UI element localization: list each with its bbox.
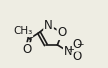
Text: O: O (72, 50, 82, 63)
Text: −: − (76, 40, 84, 49)
Text: O: O (72, 38, 82, 51)
Text: N: N (44, 19, 53, 32)
Text: O: O (22, 43, 31, 56)
Text: N: N (64, 45, 73, 58)
Text: +: + (67, 45, 74, 54)
Text: CH₃: CH₃ (13, 26, 32, 36)
Text: O: O (58, 26, 67, 39)
